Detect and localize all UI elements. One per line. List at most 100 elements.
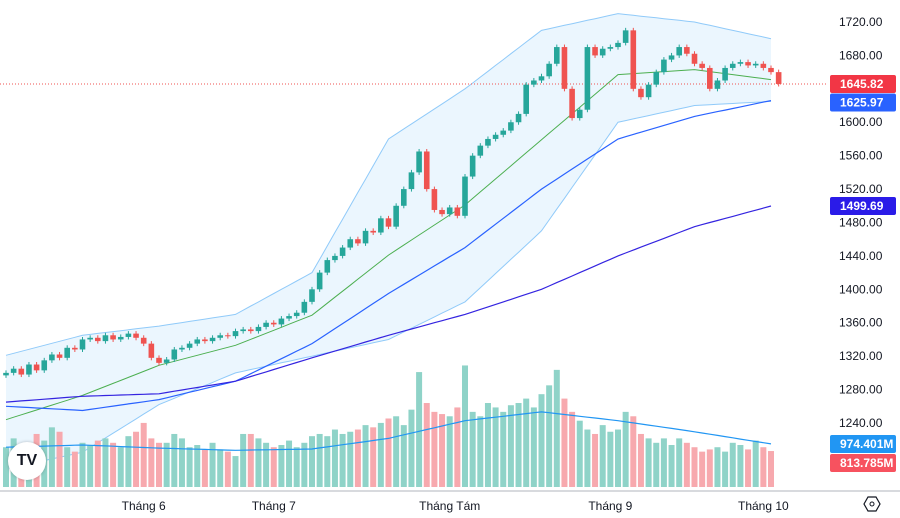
volume-bar [224, 451, 231, 487]
candle-body [592, 47, 598, 56]
candle-body [775, 72, 782, 84]
candle-body [584, 47, 591, 110]
last-price-label: 1645.82 [840, 77, 884, 91]
volume-bar [683, 442, 690, 487]
candle-body [49, 354, 55, 361]
volume-bar [71, 451, 78, 487]
volume-bar [622, 411, 629, 487]
volume-bar [668, 445, 675, 487]
volume-bar [194, 445, 201, 487]
volume-bar [408, 409, 415, 487]
volume-bar [462, 365, 468, 487]
volume-bar [477, 416, 484, 487]
candle-body [355, 239, 361, 244]
volume-bar [301, 442, 308, 487]
candle-body [278, 318, 285, 325]
volume-bar [293, 447, 300, 487]
volume-bar [607, 431, 614, 487]
candle-body [676, 47, 682, 56]
volume-bar [102, 438, 109, 487]
price-tick-label: 1680.00 [839, 48, 883, 62]
candle-body [576, 109, 583, 119]
volume-bar [645, 438, 652, 487]
volume-bar [263, 442, 270, 487]
volume-bar [186, 447, 193, 487]
candle-body [110, 335, 116, 340]
time-tick-label: Tháng Tám [419, 499, 480, 513]
price-tick-label: 1520.00 [839, 182, 883, 196]
last-price-badge [830, 74, 896, 93]
volume-bar [469, 411, 476, 487]
volume-bar [278, 445, 285, 487]
bollinger-upper-line [5, 13, 772, 356]
volume-bar [255, 438, 262, 487]
candle-body [194, 339, 201, 344]
candle-body [599, 48, 606, 56]
volume-bar [178, 438, 185, 487]
volume-bar [439, 414, 446, 487]
candle-body [370, 230, 376, 233]
candle-body [156, 357, 162, 363]
volume-bar [377, 422, 384, 487]
candle-body [684, 47, 690, 54]
candle-body [408, 172, 415, 190]
candle-body [439, 209, 445, 215]
volume-ma-line [5, 411, 772, 451]
volume-ma-label: 974.401M [840, 437, 893, 451]
candle-body [714, 80, 721, 89]
volume-bar [691, 447, 698, 487]
candle-body [95, 337, 101, 342]
candle-body [225, 335, 231, 337]
ma-long-badge [830, 197, 896, 216]
candle-body [248, 329, 254, 332]
candle-body [653, 72, 660, 85]
settings-icon[interactable] [863, 496, 881, 512]
candle-body [500, 130, 507, 135]
volume-bar [454, 407, 461, 487]
volume-bar [423, 403, 430, 487]
candle-body [768, 67, 774, 73]
volume-bar [637, 433, 644, 487]
candle-body [668, 55, 675, 60]
price-tick-label: 1720.00 [839, 15, 883, 29]
volume-bar [530, 407, 537, 487]
candle-body [26, 364, 32, 375]
volume-bar [768, 451, 774, 487]
volume-bar [133, 431, 140, 487]
volume-bar [94, 440, 101, 487]
volume-bar [247, 433, 254, 487]
candle-body [538, 76, 545, 81]
volume-bar [515, 403, 522, 487]
candle-body [125, 333, 132, 337]
candle-body [638, 88, 644, 98]
candle-body [309, 289, 315, 302]
ma-long-label: 1499.69 [840, 199, 884, 213]
time-tick-label: Tháng 10 [738, 499, 789, 513]
tradingview-logo[interactable]: TV [8, 442, 46, 480]
volume-bar [431, 411, 438, 487]
volume-bar [339, 433, 346, 487]
candle-body [561, 47, 568, 89]
price-tick-label: 1560.00 [839, 149, 883, 163]
time-tick-label: Tháng 9 [588, 499, 632, 513]
volume-bar [316, 433, 323, 487]
candle-body [79, 339, 86, 350]
candle-body [523, 84, 529, 114]
candle-body [324, 260, 331, 273]
volume-bar [599, 425, 606, 487]
candle-body [691, 53, 698, 64]
candle-body [163, 359, 170, 363]
volume-ma-badge [830, 435, 896, 453]
candle-body [202, 339, 208, 342]
volume-bar [538, 394, 545, 487]
price-tick-label: 1280.00 [839, 383, 883, 397]
candle-body [301, 301, 308, 313]
volume-bar [615, 429, 621, 487]
volume-bar [370, 427, 377, 487]
volume-bar [484, 403, 491, 487]
candle-body [378, 218, 384, 233]
volume-label: 813.785M [840, 456, 893, 470]
volume-bar [592, 433, 599, 487]
volume-bar [576, 420, 583, 487]
